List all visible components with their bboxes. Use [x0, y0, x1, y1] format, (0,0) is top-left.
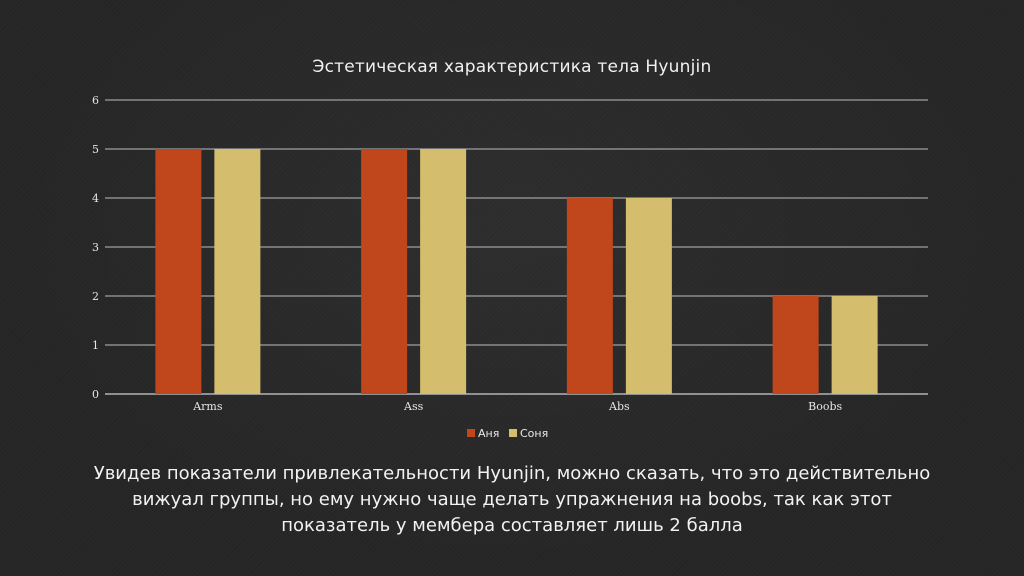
legend-label-series-2: Соня	[520, 427, 548, 440]
y-axis-ticks: 0 1 2 3 4 5 6	[92, 94, 99, 401]
x-tick-label: Boobs	[808, 400, 842, 413]
legend-swatch-series-1	[467, 429, 475, 437]
y-tick-label: 4	[92, 192, 99, 205]
chart-title: Эстетическая характеристика тела Hyunjin	[312, 57, 712, 77]
bars	[155, 149, 878, 394]
x-tick-label: Abs	[608, 400, 630, 413]
bar-abs-series-1	[566, 198, 613, 394]
bar-arms-series-2	[214, 149, 261, 394]
y-tick-label: 1	[92, 339, 99, 352]
bar-arms-series-1	[155, 149, 202, 394]
slide-caption: Увидев показатели привлекательности Hyun…	[93, 463, 931, 536]
bar-boobs-series-2	[831, 296, 878, 394]
y-tick-label: 5	[92, 143, 99, 156]
legend: Аня Соня	[467, 427, 548, 440]
y-tick-label: 3	[92, 241, 99, 254]
bar-boobs-series-1	[772, 296, 819, 394]
y-tick-label: 6	[92, 94, 99, 107]
x-axis-ticks: Arms Ass Abs Boobs	[192, 400, 842, 413]
legend-swatch-series-2	[509, 429, 517, 437]
bar-ass-series-2	[420, 149, 467, 394]
x-tick-label: Ass	[403, 400, 424, 413]
y-tick-label: 0	[92, 388, 99, 401]
bar-ass-series-1	[361, 149, 408, 394]
y-tick-label: 2	[92, 290, 99, 303]
legend-label-series-1: Аня	[478, 427, 499, 440]
bar-abs-series-2	[625, 198, 672, 394]
x-tick-label: Arms	[192, 400, 223, 413]
